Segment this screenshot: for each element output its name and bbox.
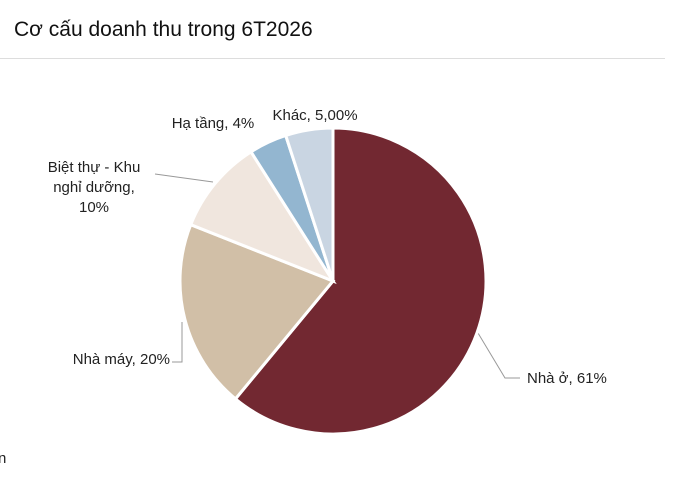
- leader-line: [154, 173, 214, 183]
- pie-slice: [188, 149, 337, 285]
- slice-label: Khác, 5,00%: [272, 107, 358, 124]
- pie-slice: [283, 126, 335, 282]
- slice-label: Hạ tầng, 4%: [171, 115, 255, 132]
- slice-label: Biệt thự - Khu nghỉ dưỡng, 10%: [47, 159, 141, 216]
- leader-line: [477, 332, 520, 379]
- slice-label: Nhà ở, 61%: [527, 370, 607, 387]
- slice-label: Nhà máy, 20%: [72, 351, 170, 368]
- pie-slice: [178, 222, 336, 402]
- leader-line: [172, 322, 183, 363]
- pie-slice: [233, 126, 488, 436]
- chart-title: Cơ cấu doanh thu trong 6T2026: [14, 18, 313, 41]
- note: n: [0, 450, 7, 467]
